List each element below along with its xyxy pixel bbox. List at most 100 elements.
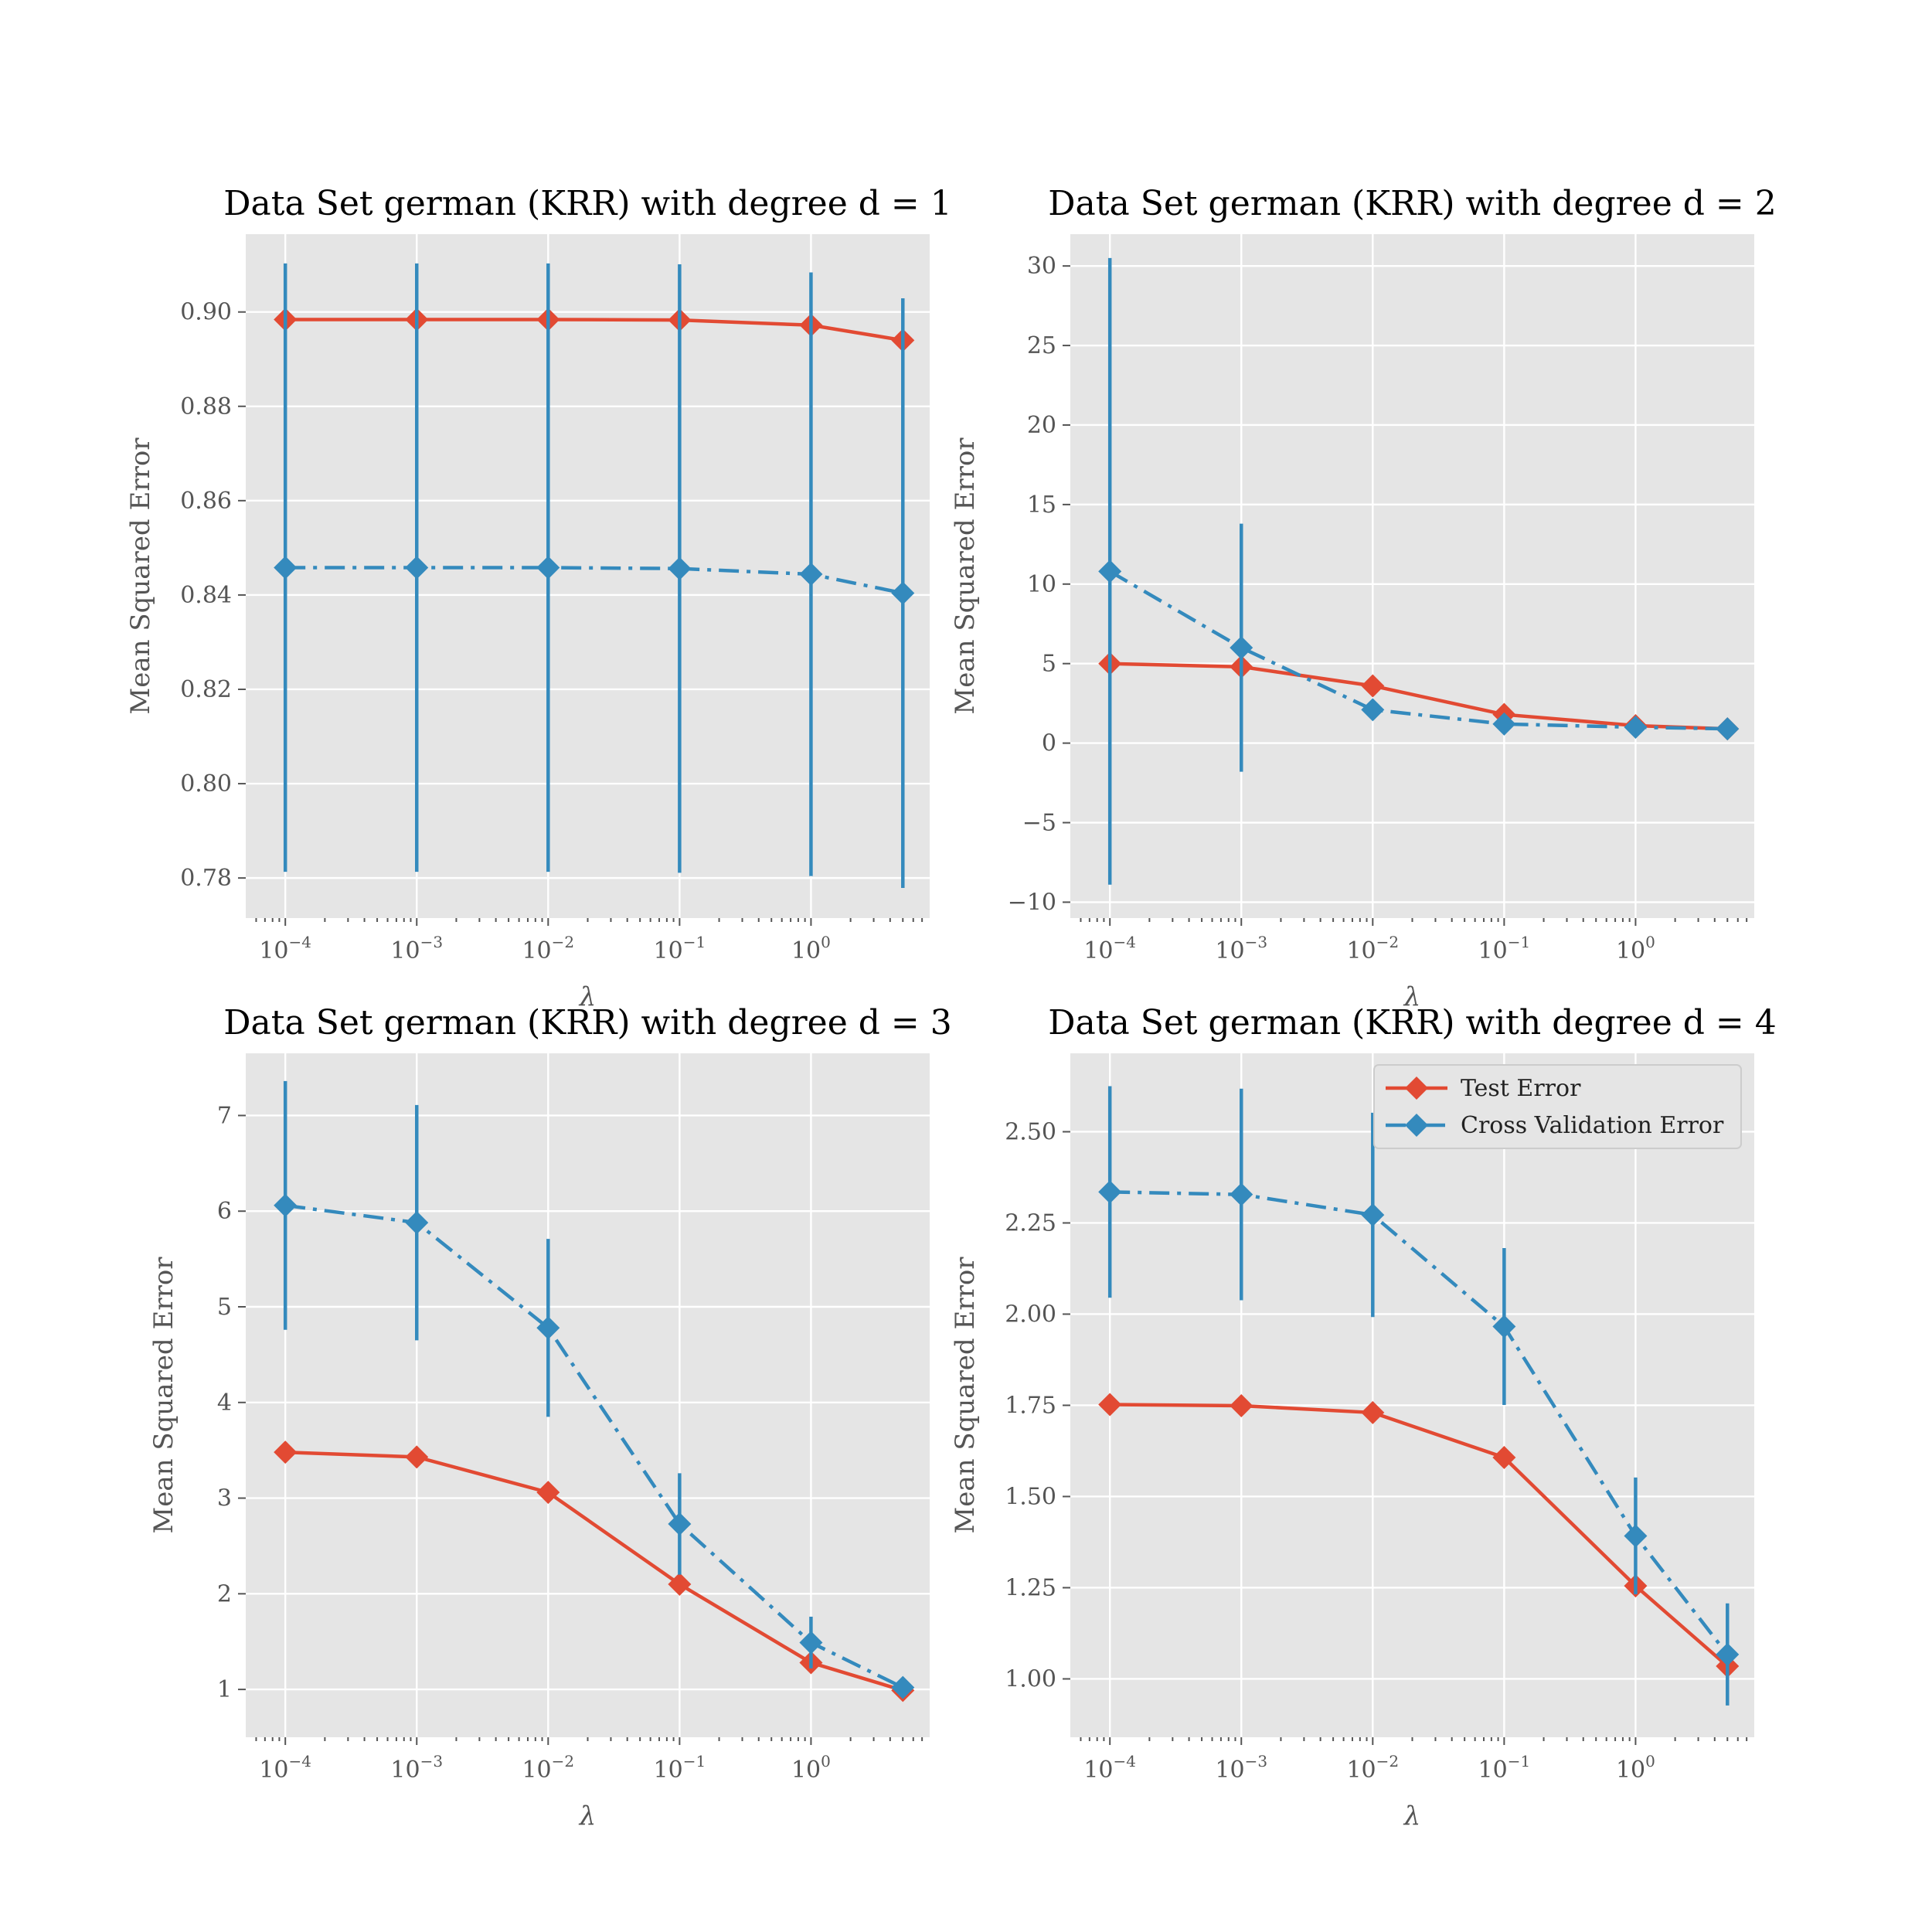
x-tick-label: 100 xyxy=(1616,933,1655,964)
legend: Test Error Cross Validation Error xyxy=(1373,1064,1742,1149)
plot-area xyxy=(246,1053,930,1737)
y-tick-label: 4 xyxy=(217,1389,232,1417)
y-tick-label: 0.82 xyxy=(180,676,232,703)
y-tick-label: 0 xyxy=(1042,730,1056,757)
test-error-marker xyxy=(1098,1393,1122,1417)
y-tick-label: 20 xyxy=(1027,412,1056,439)
panel-title: Data Set german (KRR) with degree d = 4 xyxy=(1048,1003,1776,1043)
test-error-marker xyxy=(1361,1400,1385,1424)
y-tick-label: 1.00 xyxy=(1005,1665,1056,1692)
x-tick-label: 10−1 xyxy=(1478,1752,1531,1784)
subplot-degree-3: 10−4 10−3 10−2 10−1 100 1 2 3 4 5 6 7 λ Mean Squared … xyxy=(148,1003,952,1832)
y-axis-label: Mean Squared Error xyxy=(125,437,156,715)
x-tick-label: 10−3 xyxy=(390,933,443,964)
y-tick-label: 0.86 xyxy=(180,488,232,515)
subplot-degree-1: 10−4 10−3 10−2 10−1 100 0.78 0.80 0.82 0.84 0.86 0… xyxy=(125,184,952,1012)
cv-error-marker xyxy=(1361,1203,1385,1227)
y-tick-label: 1.25 xyxy=(1005,1574,1056,1601)
cv-error-marker xyxy=(1492,712,1516,736)
y-tick-label: 2.00 xyxy=(1005,1301,1056,1328)
test-error-marker xyxy=(1361,674,1385,698)
cv-error-marker xyxy=(891,1675,915,1699)
test-error-marker xyxy=(668,1572,692,1596)
y-tick-label: 2.50 xyxy=(1005,1118,1056,1145)
x-tick-label: 10−3 xyxy=(1215,1752,1267,1784)
y-tick-label: 0.88 xyxy=(180,393,232,420)
x-tick-label: 10−2 xyxy=(1346,1752,1399,1784)
cv-error-marker xyxy=(1230,1182,1253,1206)
cv-error-marker xyxy=(536,1316,560,1340)
test-error-line xyxy=(285,318,903,342)
cv-error-marker xyxy=(405,556,429,580)
y-tick-label: 1 xyxy=(217,1676,232,1703)
x-tick-label: 10−1 xyxy=(654,1752,706,1784)
cv-error-line xyxy=(284,1203,904,1689)
test-error-marker xyxy=(1230,1393,1253,1417)
y-tick-label: 10 xyxy=(1027,571,1056,598)
y-tick-label: 6 xyxy=(217,1198,232,1225)
cv-error-marker xyxy=(1492,1315,1516,1338)
cv-error-marker xyxy=(668,1512,692,1536)
x-tick-label: 10−4 xyxy=(1083,933,1136,964)
cv-error-marker xyxy=(274,1193,298,1217)
y-tick-label: 0.84 xyxy=(180,582,232,609)
y-tick-label: 2.25 xyxy=(1005,1209,1056,1236)
legend-test-label: Test Error xyxy=(1461,1075,1581,1102)
y-tick-label: 30 xyxy=(1027,253,1056,280)
y-tick-label: 25 xyxy=(1027,332,1056,359)
x-tick-label: 10−1 xyxy=(1478,933,1531,964)
cv-error-line xyxy=(1110,1190,1730,1656)
test-error-marker xyxy=(1492,1445,1516,1469)
cv-error-marker xyxy=(1098,1180,1122,1204)
x-tick-label: 10−4 xyxy=(259,1752,311,1784)
y-axis-label: Mean Squared Error xyxy=(148,1257,179,1534)
x-tick-label: 100 xyxy=(791,1752,831,1784)
x-tick-label: 10−4 xyxy=(259,933,311,964)
test-error-line xyxy=(285,1450,903,1692)
cv-error-marker xyxy=(1230,636,1253,660)
cv-error-marker xyxy=(274,556,298,580)
cv-error-marker xyxy=(668,556,692,580)
cv-error-marker xyxy=(405,1211,429,1235)
cv-error-marker xyxy=(1624,1524,1648,1548)
x-tick-label: 10−2 xyxy=(1346,933,1399,964)
y-tick-label: 2 xyxy=(217,1580,232,1607)
y-tick-label: −10 xyxy=(1008,889,1056,916)
y-axis-label: Mean Squared Error xyxy=(950,437,981,715)
y-tick-label: 15 xyxy=(1027,492,1056,519)
x-tick-label: 10−4 xyxy=(1083,1752,1136,1784)
x-tick-label: 10−3 xyxy=(390,1752,443,1784)
y-tick-label: −5 xyxy=(1022,810,1056,837)
y-tick-label: 0.90 xyxy=(180,299,232,326)
y-tick-label: 7 xyxy=(217,1102,232,1129)
cv-error-marker xyxy=(1716,717,1740,741)
cv-error-marker xyxy=(1098,560,1122,583)
cv-error-marker xyxy=(799,563,823,587)
test-error-line xyxy=(1110,1403,1729,1668)
plot-area xyxy=(1070,234,1754,918)
subplot-degree-2: 10−4 10−3 10−2 10−1 100 −10 −5 0 5 10 15 20 25 30 λ Mea… xyxy=(950,184,1777,1012)
cv-error-marker xyxy=(536,556,560,580)
y-tick-label: 5 xyxy=(217,1294,232,1321)
cv-error-marker xyxy=(891,581,915,605)
legend-cv-label: Cross Validation Error xyxy=(1461,1112,1724,1139)
y-tick-label: 0.80 xyxy=(180,770,232,798)
x-tick-label: 10−2 xyxy=(522,1752,574,1784)
cv-error-line xyxy=(285,566,903,595)
cv-error-marker xyxy=(1624,716,1648,740)
x-tick-label: 10−3 xyxy=(1215,933,1267,964)
cv-error-line xyxy=(1109,570,1728,731)
test-error-marker xyxy=(274,1440,298,1464)
cv-error-marker xyxy=(1361,698,1385,722)
y-tick-label: 3 xyxy=(217,1485,232,1512)
legend-cv-marker xyxy=(1405,1114,1428,1137)
subplot-degree-4: 10−4 10−3 10−2 10−1 100 1.00 1.25 1.50 1.75 2.00 2… xyxy=(950,1003,1777,1832)
y-axis-label: Mean Squared Error xyxy=(950,1257,981,1534)
y-tick-label: 1.75 xyxy=(1005,1392,1056,1419)
test-error-marker xyxy=(405,1445,429,1469)
panel-title: Data Set german (KRR) with degree d = 2 xyxy=(1048,184,1776,223)
x-axis-label: λ xyxy=(578,1801,597,1832)
x-tick-label: 10−2 xyxy=(522,933,574,964)
y-tick-label: 1.50 xyxy=(1005,1483,1056,1510)
